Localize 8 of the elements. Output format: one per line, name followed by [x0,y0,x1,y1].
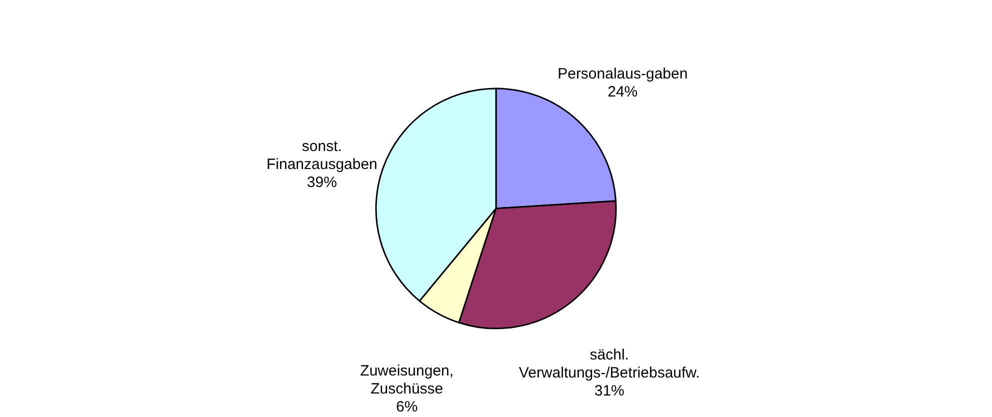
slice-label: Zuweisungen, Zuschüsse [360,362,454,398]
slice-label: sächl. Verwaltungs-/Betriebsaufw. [518,346,700,382]
data-label: 31% [594,382,624,400]
slice-label: Personalaus-gaben [558,66,688,83]
data-label: 6% [396,398,418,416]
data-label: 39% [306,174,337,191]
slice-label: sonst. Finanzausgaben [266,138,378,173]
data-label: 24% [608,84,638,101]
